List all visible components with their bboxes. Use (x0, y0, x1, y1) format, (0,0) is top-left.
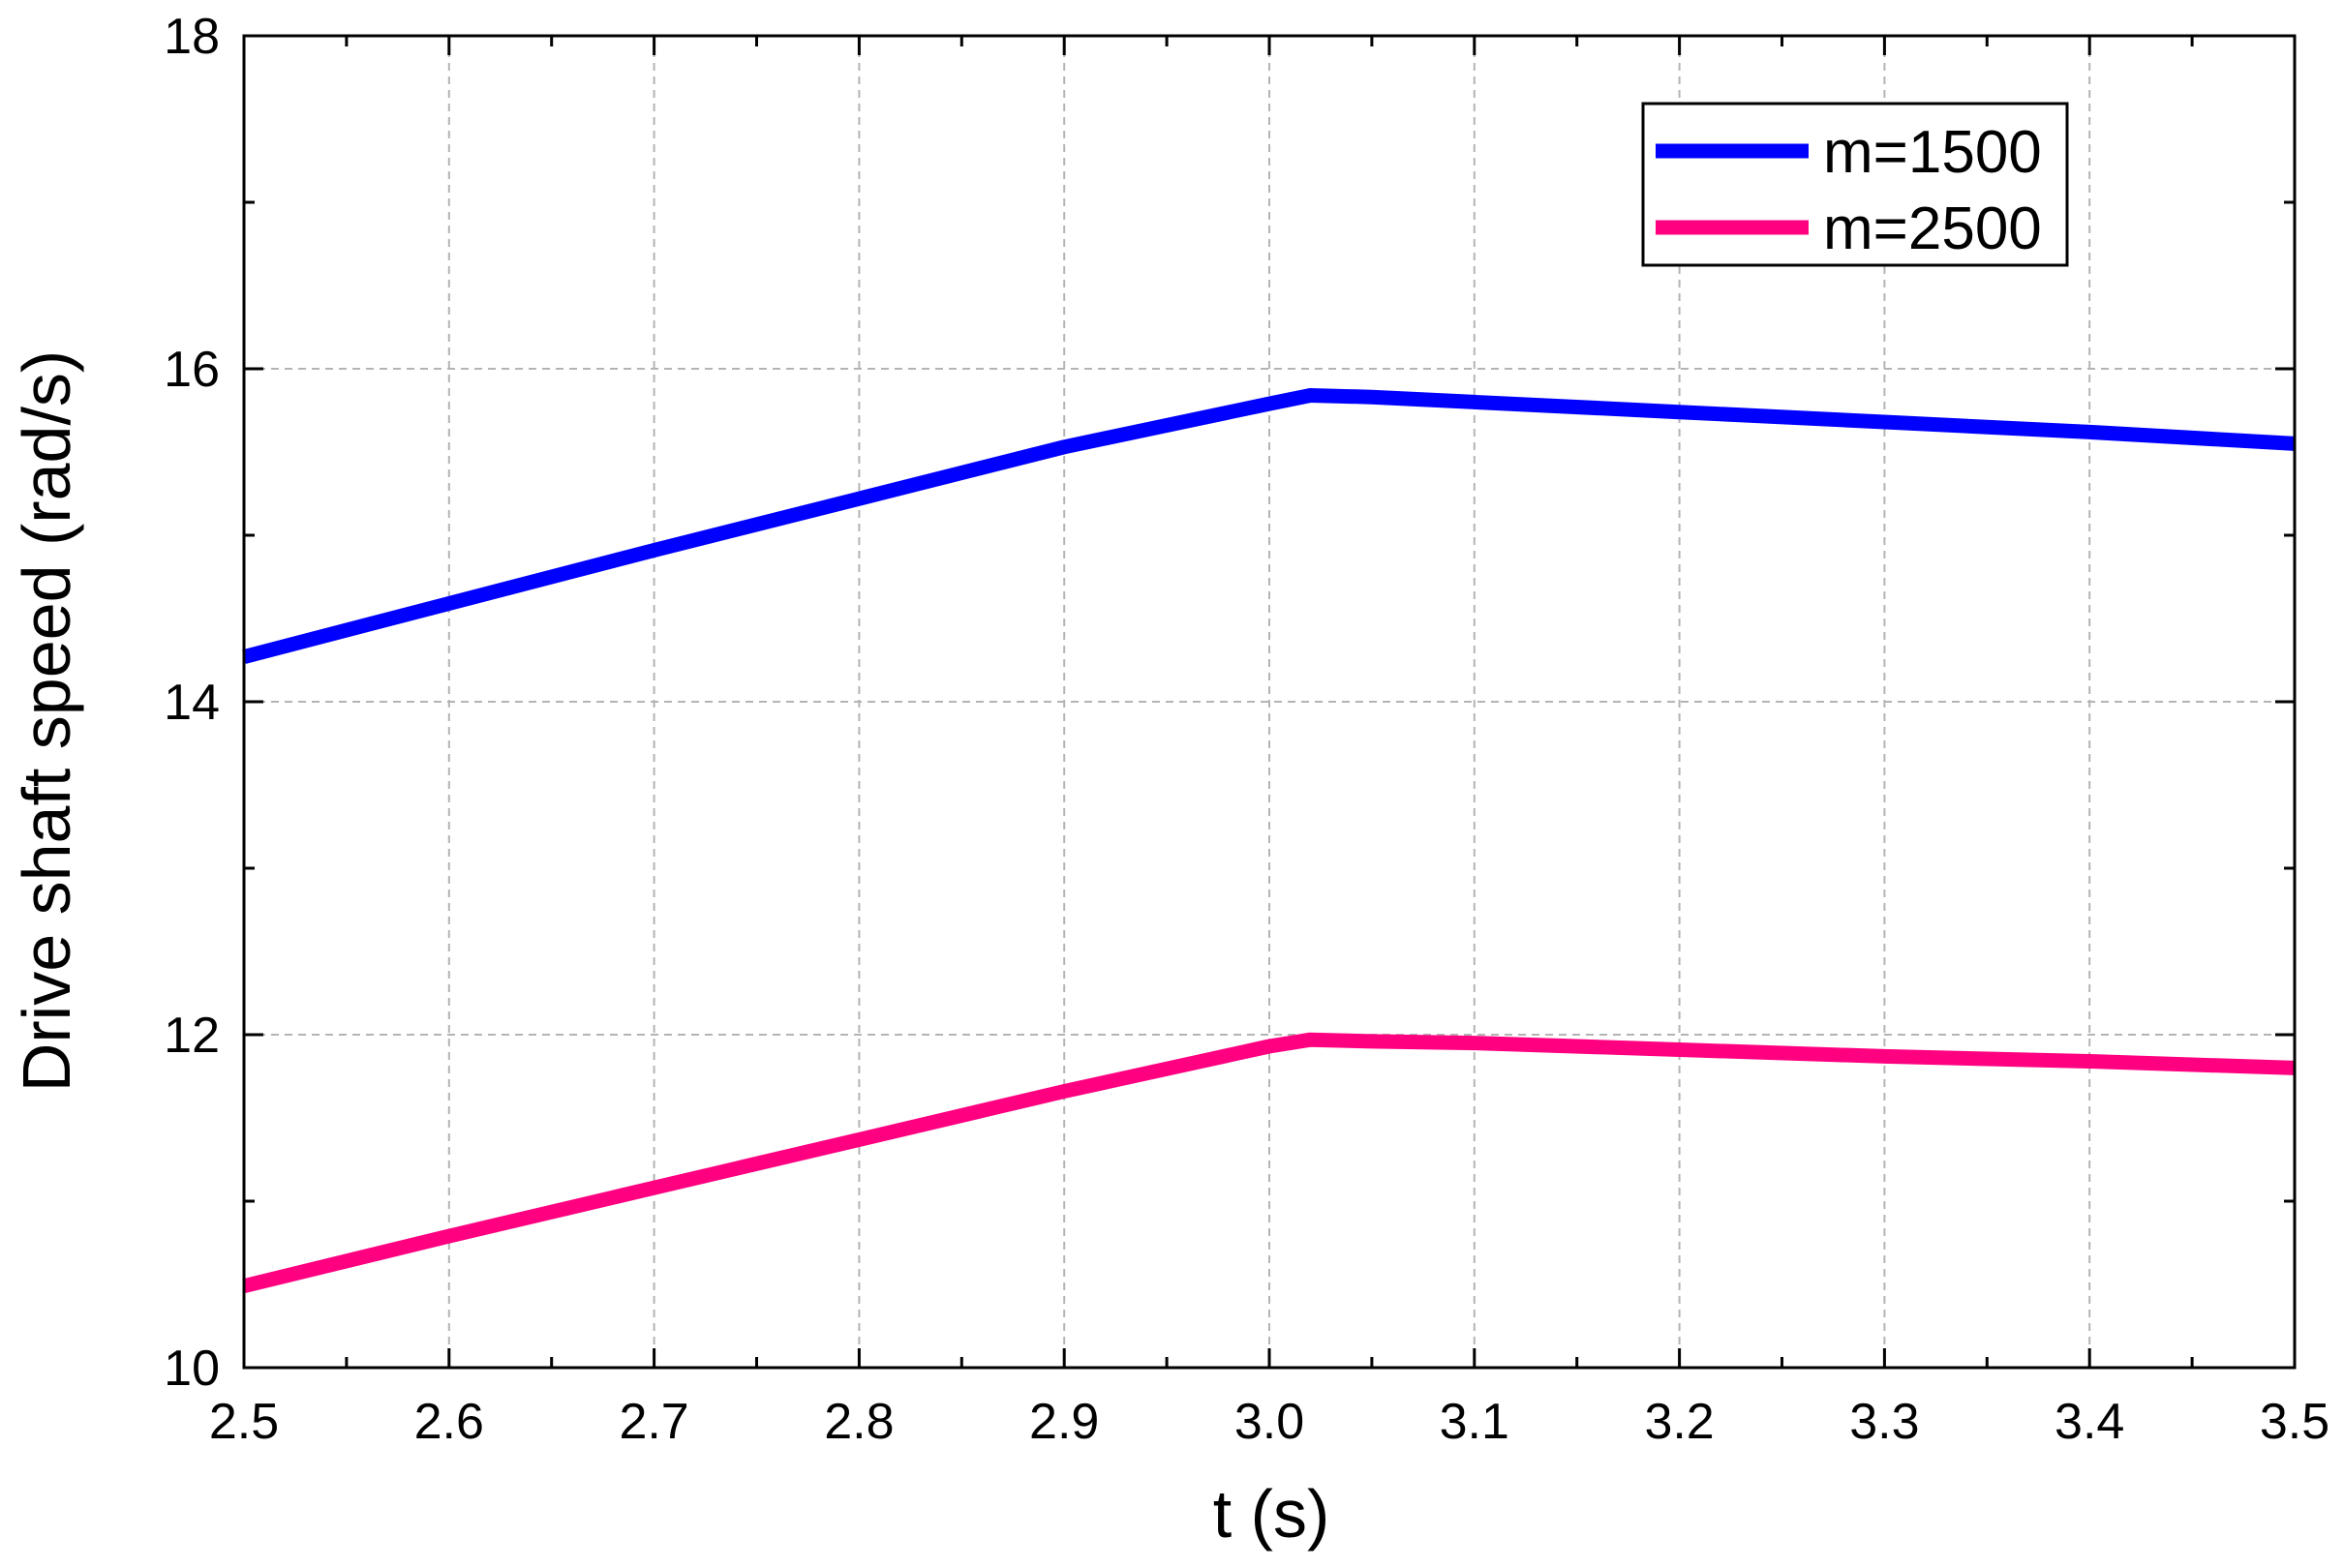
tick-labels: 2.5 2.6 2.7 2.8 2.9 3.0 3.1 3.2 3.3 3.4 3.5 10 12 14 1… (164, 9, 2329, 1450)
x-tick-label: 3.3 (1849, 1394, 1919, 1450)
x-tick-label: 3.1 (1440, 1394, 1509, 1450)
x-tick-label: 3.4 (2055, 1394, 2124, 1450)
x-tick-label: 3.5 (2260, 1394, 2329, 1450)
series-lines (242, 388, 2296, 1293)
x-tick-label: 3.2 (1644, 1394, 1714, 1450)
axis-ticks (242, 34, 2297, 1370)
x-tick-label: 3.0 (1234, 1394, 1304, 1450)
y-tick-label: 14 (164, 675, 220, 731)
series-line-m2500 (242, 1032, 2296, 1293)
x-tick-label: 2.7 (619, 1394, 688, 1450)
y-axis-title: Drive shaft speed (rad/s) (9, 350, 84, 1092)
legend-box (1641, 102, 2069, 267)
x-tick-label: 2.5 (209, 1394, 279, 1450)
x-tick-label: 2.9 (1029, 1394, 1099, 1450)
legend-label-m2500: m=2500 (1823, 196, 2042, 262)
x-tick-label: 2.8 (824, 1394, 894, 1450)
series-line-m1500 (242, 388, 2296, 664)
y-tick-label: 16 (164, 342, 220, 398)
y-tick-label: 18 (164, 9, 220, 65)
legend: m=1500 m=2500 (1641, 102, 2069, 267)
legend-label-m1500: m=1500 (1823, 119, 2042, 186)
y-tick-label: 12 (164, 1008, 220, 1064)
x-axis-title: t (s) (1213, 1476, 1330, 1552)
x-tick-label: 2.6 (414, 1394, 484, 1450)
y-tick-label: 10 (164, 1341, 220, 1397)
